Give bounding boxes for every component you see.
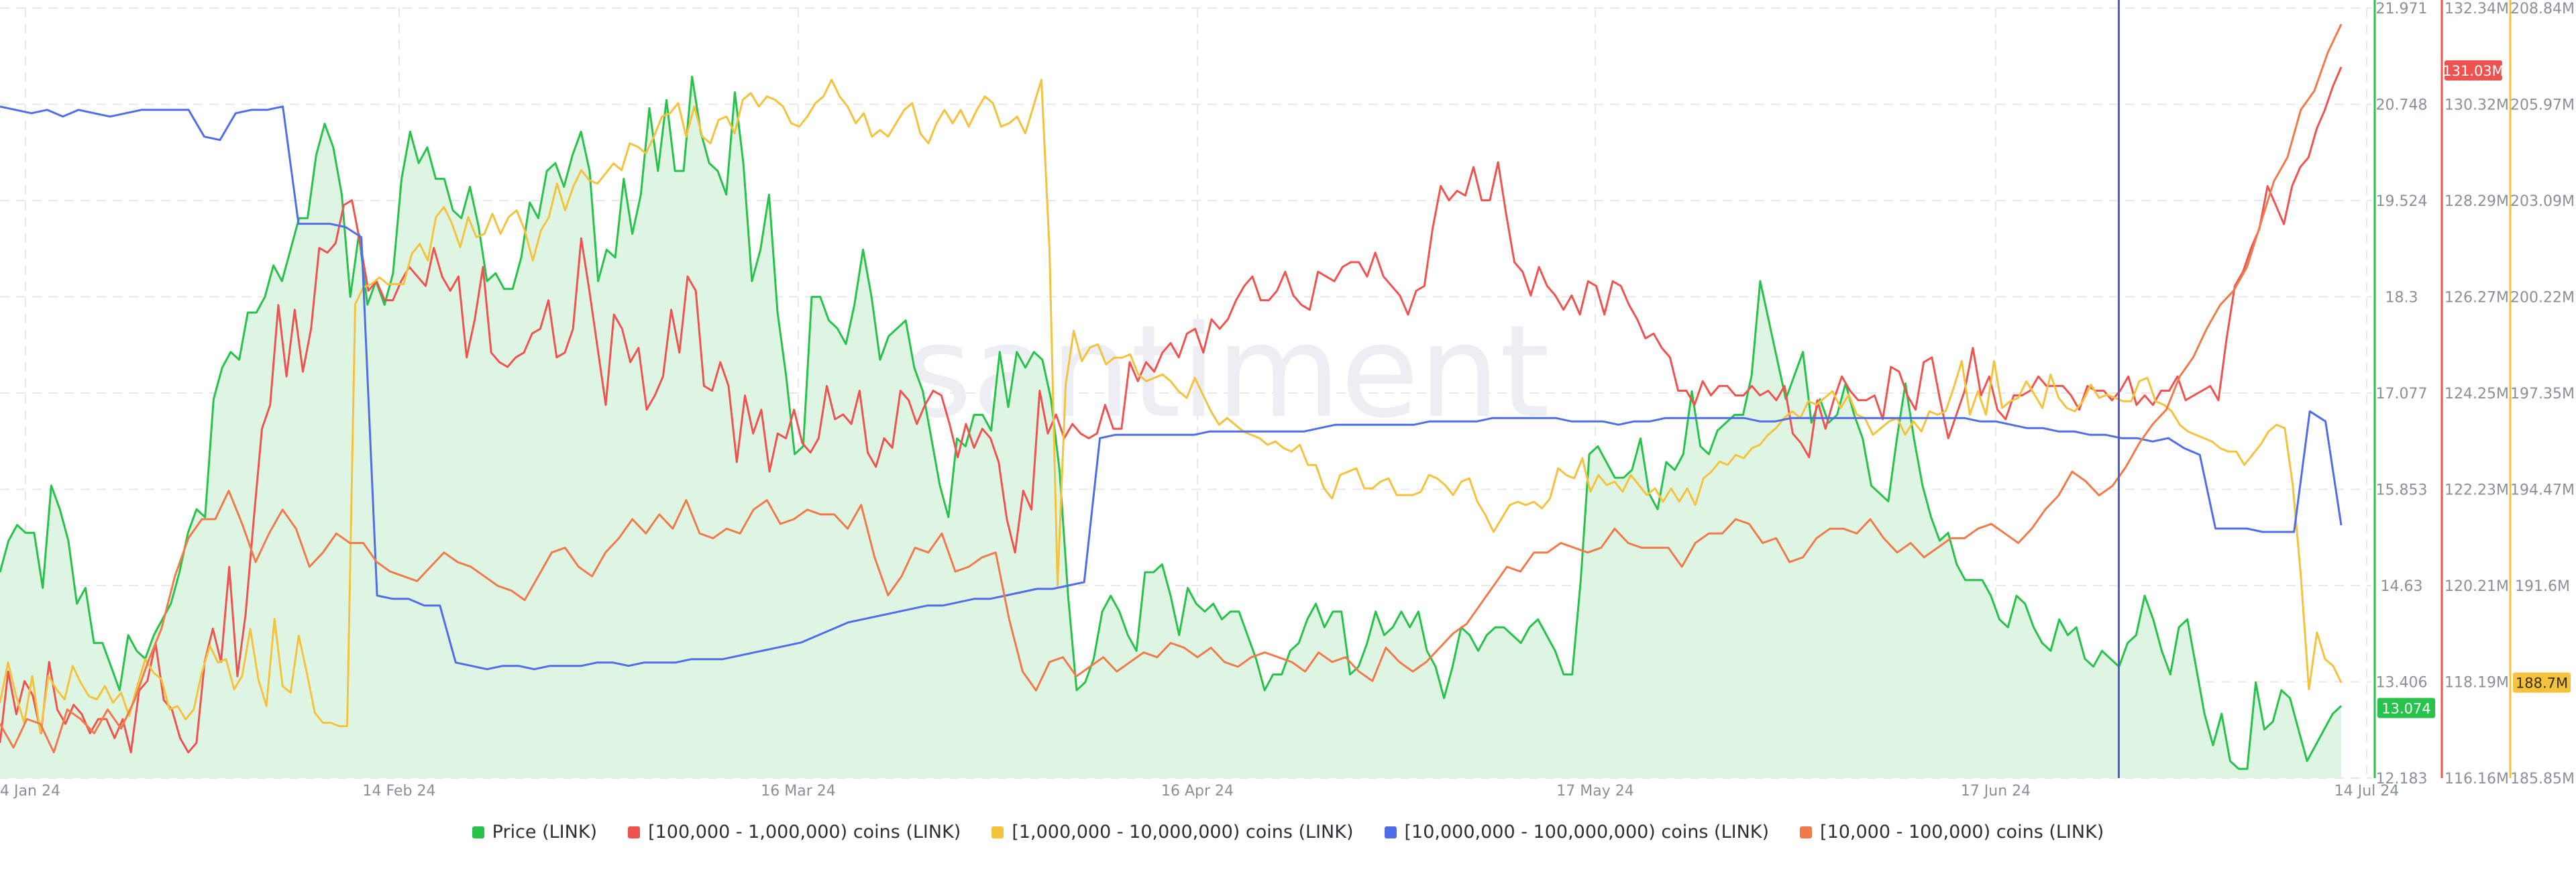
value-badge-text: 131.03M	[2443, 63, 2504, 79]
y-tick-label: 128.29M	[2445, 193, 2509, 210]
value-badge	[2377, 698, 2435, 718]
x-tick-label: 16 Mar 24	[761, 783, 835, 800]
legend-item-10k-100k[interactable]: [10,000 - 100,000) coins (LINK)	[1800, 822, 2104, 842]
value-badge-text: 188.7M	[2516, 675, 2568, 692]
value-badge	[2513, 672, 2571, 693]
y-tick-label: 118.19M	[2445, 675, 2509, 692]
legend: Price (LINK) [100,000 - 1,000,000) coins…	[0, 822, 2576, 842]
y-tick-label: 203.09M	[2510, 193, 2575, 210]
legend-item-1m-10m[interactable]: [1,000,000 - 10,000,000) coins (LINK)	[991, 822, 1354, 842]
legend-label: [10,000,000 - 100,000,000) coins (LINK)	[1404, 822, 1770, 842]
y-tick-label: 194.47M	[2510, 482, 2575, 499]
y-tick-label: 205.97M	[2510, 97, 2575, 114]
legend-item-price[interactable]: Price (LINK)	[472, 822, 597, 842]
y-tick-label: 14.63	[2381, 578, 2423, 595]
value-badge-text: 13.074	[2381, 700, 2430, 716]
legend-swatch	[991, 826, 1004, 838]
y-tick-label: 120.21M	[2445, 578, 2509, 595]
y-tick-label: 200.22M	[2510, 290, 2575, 307]
legend-label: Price (LINK)	[492, 822, 598, 842]
x-tick-label: 14 Feb 24	[363, 783, 436, 800]
series-line-3	[0, 105, 2343, 671]
x-tick-label: 14 Jul 24	[2334, 783, 2400, 800]
legend-swatch	[1384, 826, 1397, 838]
y-tick-label: 208.84M	[2510, 1, 2575, 17]
y-tick-label: 130.32M	[2445, 97, 2509, 114]
legend-label: [10,000 - 100,000) coins (LINK)	[1820, 822, 2104, 842]
y-tick-label: 122.23M	[2445, 482, 2509, 499]
y-tick-label: 126.27M	[2445, 290, 2509, 307]
series-line-2	[0, 78, 2343, 734]
price-area	[0, 76, 2341, 779]
y-tick-label: 13.406	[2376, 675, 2428, 692]
y-tick-label: 191.6M	[2515, 578, 2570, 595]
y-tick-label: 17.077	[2376, 386, 2428, 402]
legend-label: [1,000,000 - 10,000,000) coins (LINK)	[1012, 822, 1354, 842]
legend-label: [100,000 - 1,000,000) coins (LINK)	[648, 822, 961, 842]
series-line-1	[0, 66, 2343, 754]
y-tick-label: 124.25M	[2445, 386, 2509, 402]
legend-item-10m-100m[interactable]: [10,000,000 - 100,000,000) coins (LINK)	[1384, 822, 1770, 842]
legend-item-100k-1m[interactable]: [100,000 - 1,000,000) coins (LINK)	[628, 822, 961, 842]
y-tick-label: 19.524	[2376, 193, 2428, 210]
legend-swatch	[472, 826, 484, 838]
x-tick-label: 16 Apr 24	[1161, 783, 1234, 800]
y-tick-label: 12.183	[2376, 771, 2428, 787]
legend-swatch	[1800, 826, 1813, 838]
series-line-4	[0, 23, 2343, 754]
value-badge	[2445, 60, 2502, 80]
legend-swatch	[628, 826, 641, 838]
x-tick-label: 17 Jun 24	[1961, 783, 2031, 800]
y-tick-label: 21.971	[2376, 1, 2428, 17]
y-tick-label: 20.748	[2376, 97, 2428, 114]
y-tick-label: 132.34M	[2445, 1, 2509, 17]
y-tick-label: 197.35M	[2510, 386, 2575, 402]
y-tick-label: 185.85M	[2510, 771, 2575, 787]
x-tick-label: 17 May 24	[1556, 783, 1633, 800]
y-tick-label: 116.16M	[2445, 771, 2509, 787]
x-tick-label: 14 Jan 24	[0, 783, 60, 800]
y-tick-label: 15.853	[2376, 482, 2428, 499]
y-tick-label: 18.3	[2385, 290, 2418, 307]
